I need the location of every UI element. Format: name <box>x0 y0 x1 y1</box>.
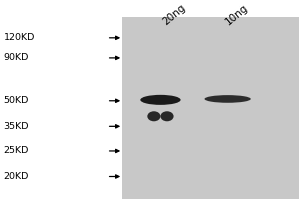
Ellipse shape <box>147 111 161 121</box>
Bar <box>122 17 299 199</box>
Text: 90KD: 90KD <box>4 53 29 62</box>
Ellipse shape <box>205 95 251 103</box>
Text: 20KD: 20KD <box>4 172 29 181</box>
Ellipse shape <box>140 95 181 105</box>
Text: 50KD: 50KD <box>4 96 29 105</box>
Text: 20ng: 20ng <box>160 2 187 27</box>
Text: 10ng: 10ng <box>223 2 250 27</box>
Text: 25KD: 25KD <box>4 146 29 155</box>
Ellipse shape <box>160 111 174 121</box>
Text: 120KD: 120KD <box>4 33 35 42</box>
Text: 35KD: 35KD <box>4 122 29 131</box>
